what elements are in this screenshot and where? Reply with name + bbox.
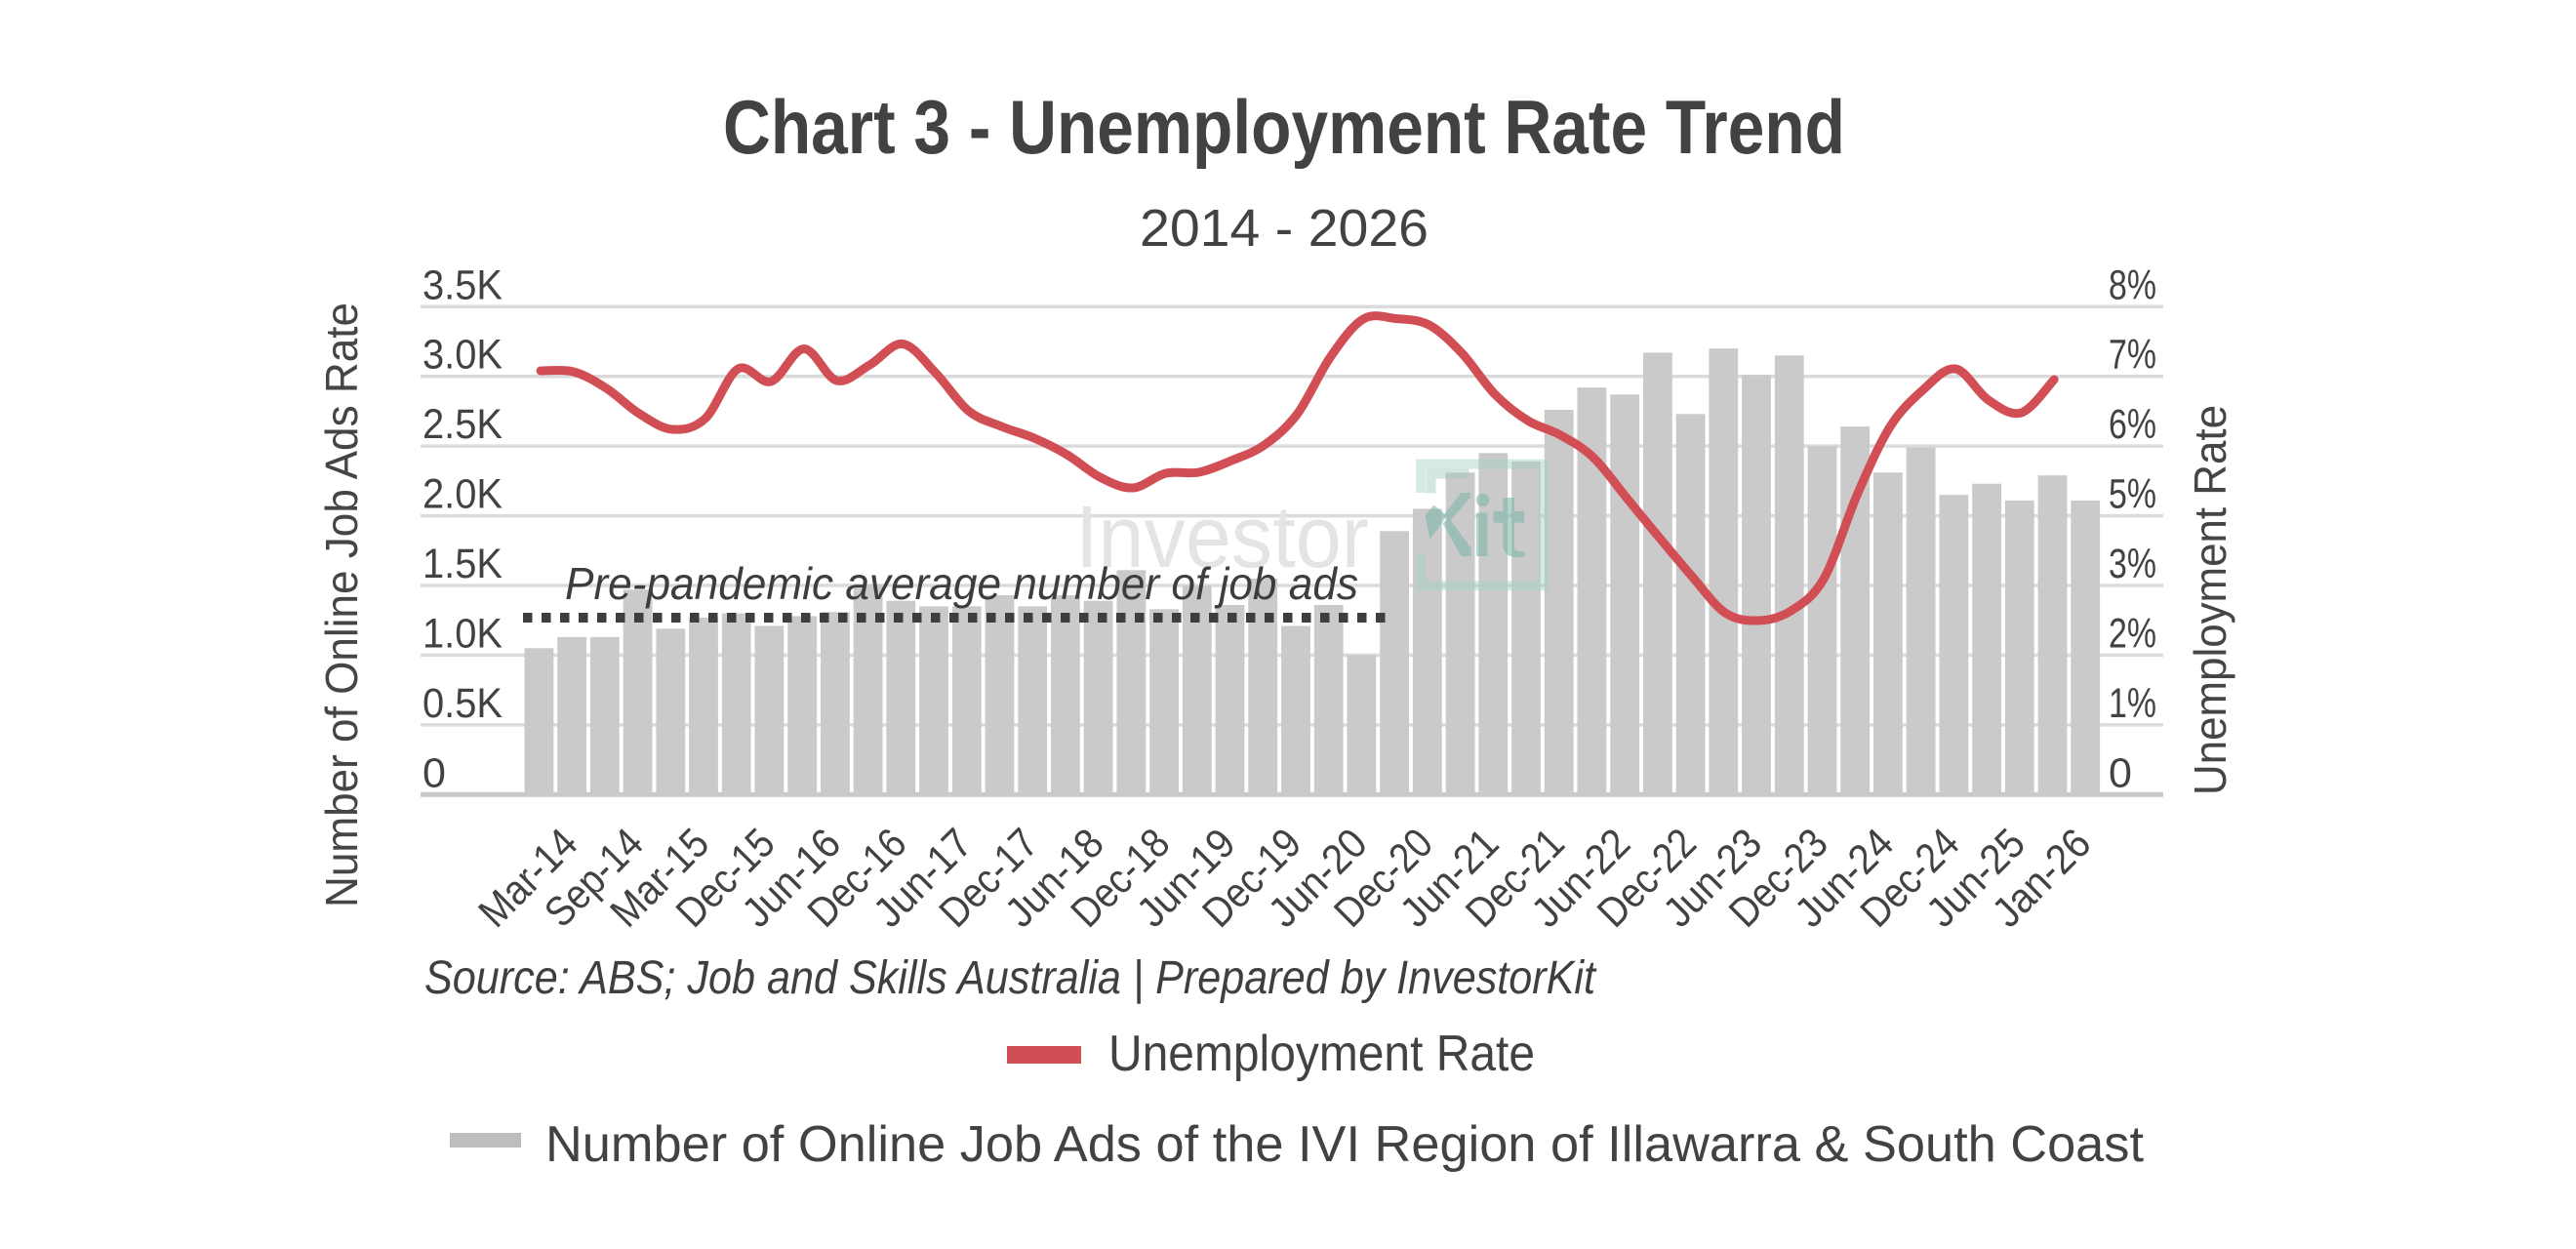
svg-text:5%: 5% (2109, 471, 2156, 518)
svg-text:3.0K: 3.0K (423, 332, 503, 379)
svg-text:0: 0 (2109, 749, 2132, 796)
svg-text:2014 - 2026: 2014 - 2026 (1140, 199, 1429, 258)
svg-text:2.0K: 2.0K (423, 471, 503, 518)
svg-text:1.0K: 1.0K (423, 610, 503, 657)
svg-text:Chart 3 - Unemployment Rate Tr: Chart 3 - Unemployment Rate Trend (723, 84, 1845, 170)
svg-text:0.5K: 0.5K (423, 680, 503, 727)
svg-text:Number of Online Job Ads Rate: Number of Online Job Ads Rate (316, 302, 367, 907)
svg-text:Pre-pandemic average number of: Pre-pandemic average number of job ads (565, 558, 1358, 609)
svg-text:Unemployment Rate: Unemployment Rate (2185, 405, 2235, 795)
svg-text:3%: 3% (2109, 541, 2156, 587)
svg-text:7%: 7% (2109, 332, 2156, 379)
svg-text:1%: 1% (2109, 680, 2156, 727)
svg-text:2%: 2% (2109, 610, 2156, 657)
svg-text:6%: 6% (2109, 401, 2156, 448)
svg-text:3.5K: 3.5K (423, 262, 503, 308)
svg-text:1.5K: 1.5K (423, 541, 503, 587)
svg-text:0: 0 (423, 749, 446, 796)
svg-text:Number of Online Job Ads of th: Number of Online Job Ads of the IVI Regi… (545, 1116, 2145, 1173)
svg-text:2.5K: 2.5K (423, 401, 503, 448)
svg-text:Unemployment Rate: Unemployment Rate (1108, 1026, 1535, 1082)
svg-text:Source: ABS; Job and Skills Au: Source: ABS; Job and Skills Australia | … (424, 952, 1596, 1004)
svg-text:Investor: Investor (1075, 489, 1369, 586)
svg-text:8%: 8% (2109, 262, 2156, 308)
